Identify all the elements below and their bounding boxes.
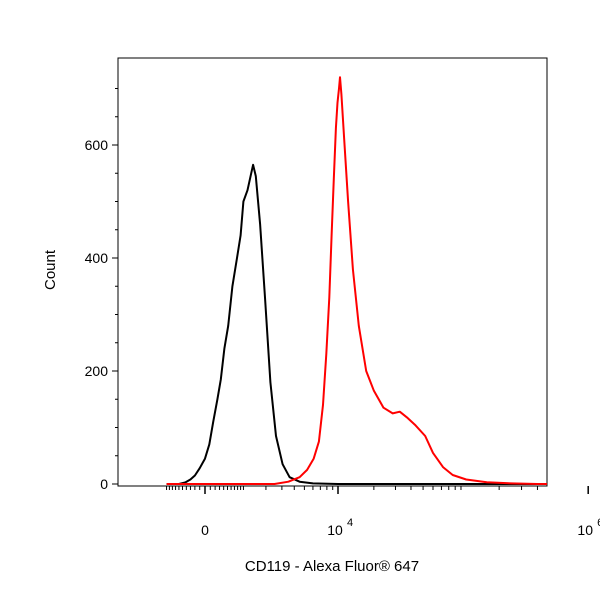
- x-tick-label: 10: [577, 522, 593, 538]
- x-tick-exponent: 6: [597, 517, 600, 529]
- histogram-series-line-1: [166, 163, 547, 485]
- series-layer: [166, 76, 547, 485]
- y-tick-label: 200: [85, 363, 109, 379]
- x-axis: 0 10 4 10 6: [166, 486, 600, 538]
- y-tick-label: 400: [85, 250, 109, 266]
- x-axis-label: CD119 - Alexa Fluor® 647: [245, 558, 419, 575]
- x-tick-label: 10: [327, 522, 343, 538]
- y-tick-label: 600: [85, 137, 109, 153]
- y-axis: 0 200 400 600: [85, 88, 118, 492]
- x-tick-exponent: 4: [347, 517, 353, 529]
- y-axis-label: Count: [42, 249, 59, 290]
- y-tick-label: 0: [100, 476, 108, 492]
- histogram-series-line-2: [166, 76, 547, 485]
- x-tick-label: 0: [201, 522, 209, 538]
- plot-frame: [117, 57, 548, 487]
